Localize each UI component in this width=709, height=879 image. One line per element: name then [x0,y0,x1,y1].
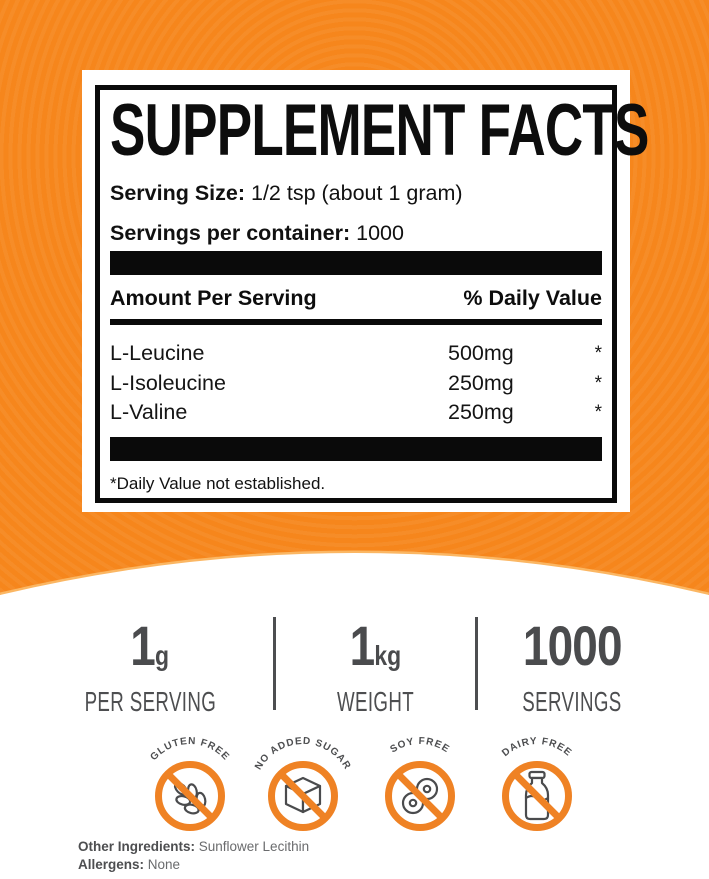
daily-value-footnote: *Daily Value not established. [110,473,326,493]
table-row: L-Isoleucine 250mg * [110,369,602,399]
nutrient-amount: 250mg [448,400,514,424]
prohibition-ring [385,761,455,831]
supplement-facts-panel: SUPPLEMENT FACTS Serving Size: 1/2 tsp (… [82,70,649,512]
prohibition-ring [268,761,338,831]
daily-value-header: % Daily Value [463,286,602,310]
stat-per-serving: 1g PER SERVING [40,612,260,718]
serving-size-line: Serving Size: 1/2 tsp (about 1 gram) [110,178,602,208]
nutrient-dv: * [594,372,602,394]
stat-servings: 1000 SERVINGS [462,612,682,718]
stat-label: SERVINGS [522,685,622,718]
other-ingredients-value: Sunflower Lecithin [195,839,310,854]
stat-label: WEIGHT [336,685,414,718]
other-ingredients-label: Other Ingredients: [78,839,196,854]
servings-per-container-value: 1000 [350,221,404,245]
table-header-row: Amount Per Serving % Daily Value [110,284,602,312]
table-row: L-Valine 250mg * [110,398,602,428]
badge-label: DAIRY FREE [500,736,573,759]
dairy-free-badge: DAIRY FREE [477,732,597,844]
soy-free-badge: SOY FREE [360,732,480,844]
svg-text:GLUTEN FREE: GLUTEN FREE [148,736,231,763]
nutrient-dv: * [594,402,602,423]
serving-size-value: 1/2 tsp (about 1 gram) [245,181,463,205]
table-row: L-Leucine 500mg * [110,339,602,369]
stats-strip: 1g PER SERVING 1kg WEIGHT 1000 SERVINGS [0,612,709,716]
divider-bar-bottom [110,436,602,461]
nutrient-name: L-Leucine [110,341,205,365]
stat-divider [475,617,478,710]
nutrient-amount: 250mg [448,370,514,395]
servings-per-container-label: Servings per container: [110,221,351,245]
panel-border: SUPPLEMENT FACTS Serving Size: 1/2 tsp (… [95,85,649,503]
prohibition-ring [155,761,225,831]
allergens-value: None [144,857,181,872]
nutrient-name: L-Valine [110,400,188,424]
badge-label: GLUTEN FREE [148,736,230,763]
amount-per-serving-header: Amount Per Serving [110,286,317,310]
svg-text:SOY FREE: SOY FREE [388,736,451,756]
divider-bar-top [110,251,602,275]
allergens-label: Allergens: [78,857,145,872]
stat-value: 1kg [349,614,401,677]
servings-per-container-line: Servings per container: 1000 [110,218,602,248]
nutrient-dv: * [594,343,602,364]
allergens-line: Allergens: None [78,856,309,874]
stat-unit: kg [373,640,401,671]
prohibition-ring [502,761,572,831]
nutrient-amount: 500mg [448,341,514,365]
header-rule [110,319,602,325]
svg-text:DAIRY FREE: DAIRY FREE [500,736,574,759]
stat-value: 1g [130,614,170,677]
no-added-sugar-badge: NO ADDED SUGAR [243,732,363,844]
other-ingredients-line: Other Ingredients: Sunflower Lecithin [78,838,309,856]
curve-divider [0,550,709,601]
stat-value: 1000 [522,614,623,677]
nutrient-name: L-Isoleucine [110,370,226,395]
panel-title: SUPPLEMENT FACTS [110,88,649,172]
stat-label: PER SERVING [84,685,216,718]
gluten-free-badge: GLUTEN FREE [130,732,250,844]
stat-unit: g [155,640,170,671]
nutrient-table: L-Leucine 500mg * L-Isoleucine 250mg * L… [110,339,602,428]
serving-size-label: Serving Size: [110,181,246,205]
stat-weight: 1kg WEIGHT [265,612,485,718]
badge-label: SOY FREE [388,736,450,756]
stat-divider [273,617,276,710]
footer-ingredients: Other Ingredients: Sunflower Lecithin Al… [78,838,309,874]
